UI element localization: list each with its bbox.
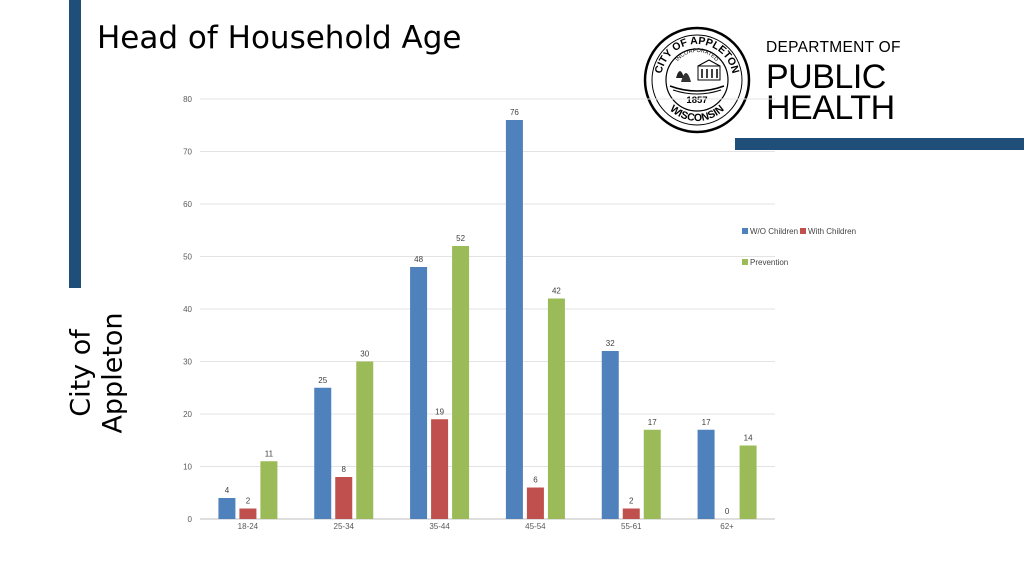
- data-label: 11: [265, 449, 274, 458]
- dept-line3: HEALTH: [766, 88, 895, 127]
- bar: [622, 508, 640, 519]
- chart-legend: W/O Children With Children Prevention: [742, 226, 858, 288]
- legend-item-prevention: Prevention: [742, 258, 788, 267]
- bar: [601, 351, 619, 519]
- bar: [739, 445, 757, 519]
- data-label: 42: [552, 287, 561, 296]
- data-label: 6: [533, 476, 538, 485]
- bar: [526, 487, 544, 519]
- dept-line1: DEPARTMENT OF: [766, 39, 901, 56]
- x-tick-label: 25-34: [334, 522, 355, 531]
- y-tick-label: 10: [183, 463, 192, 472]
- brand-accent-bar: [735, 138, 1024, 150]
- y-tick-label: 30: [183, 358, 192, 367]
- x-tick-label: 55-61: [621, 522, 642, 531]
- left-accent-bar: [69, 0, 81, 288]
- x-tick-label: 45-54: [525, 522, 546, 531]
- bar: [218, 498, 236, 519]
- y-tick-label: 80: [183, 95, 192, 104]
- data-label: 25: [318, 376, 327, 385]
- bar: [505, 120, 523, 519]
- x-tick-label: 18-24: [238, 522, 259, 531]
- legend-row-2: Prevention: [742, 257, 858, 267]
- y-tick-label: 20: [183, 410, 192, 419]
- data-label: 2: [246, 497, 251, 506]
- bar: [452, 246, 470, 519]
- x-tick-label: 62+: [720, 522, 734, 531]
- data-label: 0: [725, 507, 730, 516]
- data-label: 14: [744, 434, 753, 443]
- data-label: 8: [342, 465, 347, 474]
- bar: [547, 298, 565, 519]
- y-tick-label: 0: [188, 515, 193, 524]
- legend-item-with-children: With Children: [800, 227, 856, 236]
- bar: [260, 461, 278, 519]
- legend-label-wo-children: W/O Children: [750, 226, 799, 236]
- y-tick-label: 60: [183, 200, 192, 209]
- y-tick-label: 50: [183, 253, 192, 262]
- slide-title: Head of Household Age: [97, 20, 462, 56]
- department-logo-text: DEPARTMENT OF PUBLIC HEALTH: [766, 39, 901, 127]
- data-label: 52: [456, 234, 465, 243]
- bar: [356, 361, 374, 519]
- legend-swatch-with-children: [800, 228, 807, 234]
- y-tick-label: 40: [183, 305, 192, 314]
- legend-swatch-prevention: [742, 259, 748, 265]
- bar: [431, 419, 449, 519]
- data-label: 17: [648, 418, 657, 427]
- data-label: 19: [435, 407, 444, 416]
- data-label: 2: [629, 497, 634, 506]
- data-label: 48: [414, 255, 423, 264]
- bar: [239, 508, 257, 519]
- data-label: 4: [225, 486, 230, 495]
- data-label: 32: [606, 339, 615, 348]
- dept-line2: PUBLIC: [766, 57, 886, 96]
- x-tick-label: 35-44: [429, 522, 450, 531]
- data-label: 30: [360, 350, 369, 359]
- bar: [643, 429, 661, 519]
- legend-row-1: W/O Children With Children: [742, 226, 858, 236]
- bar: [335, 477, 353, 519]
- legend-label-with-children: With Children: [808, 226, 857, 236]
- bar: [697, 429, 715, 519]
- legend-swatch-wo-children: [742, 228, 748, 234]
- data-label: 76: [510, 108, 519, 117]
- svg-text:1857: 1857: [686, 95, 707, 106]
- city-seal-logo: CITY OF APPLETON INCORPORATED WISCONSIN …: [643, 26, 751, 134]
- bar: [410, 267, 428, 519]
- data-label: 17: [702, 418, 711, 427]
- legend-label-prevention: Prevention: [750, 257, 789, 267]
- y-tick-label: 70: [183, 148, 192, 157]
- bar: [314, 387, 332, 519]
- legend-item-wo-children: W/O Children: [742, 227, 798, 236]
